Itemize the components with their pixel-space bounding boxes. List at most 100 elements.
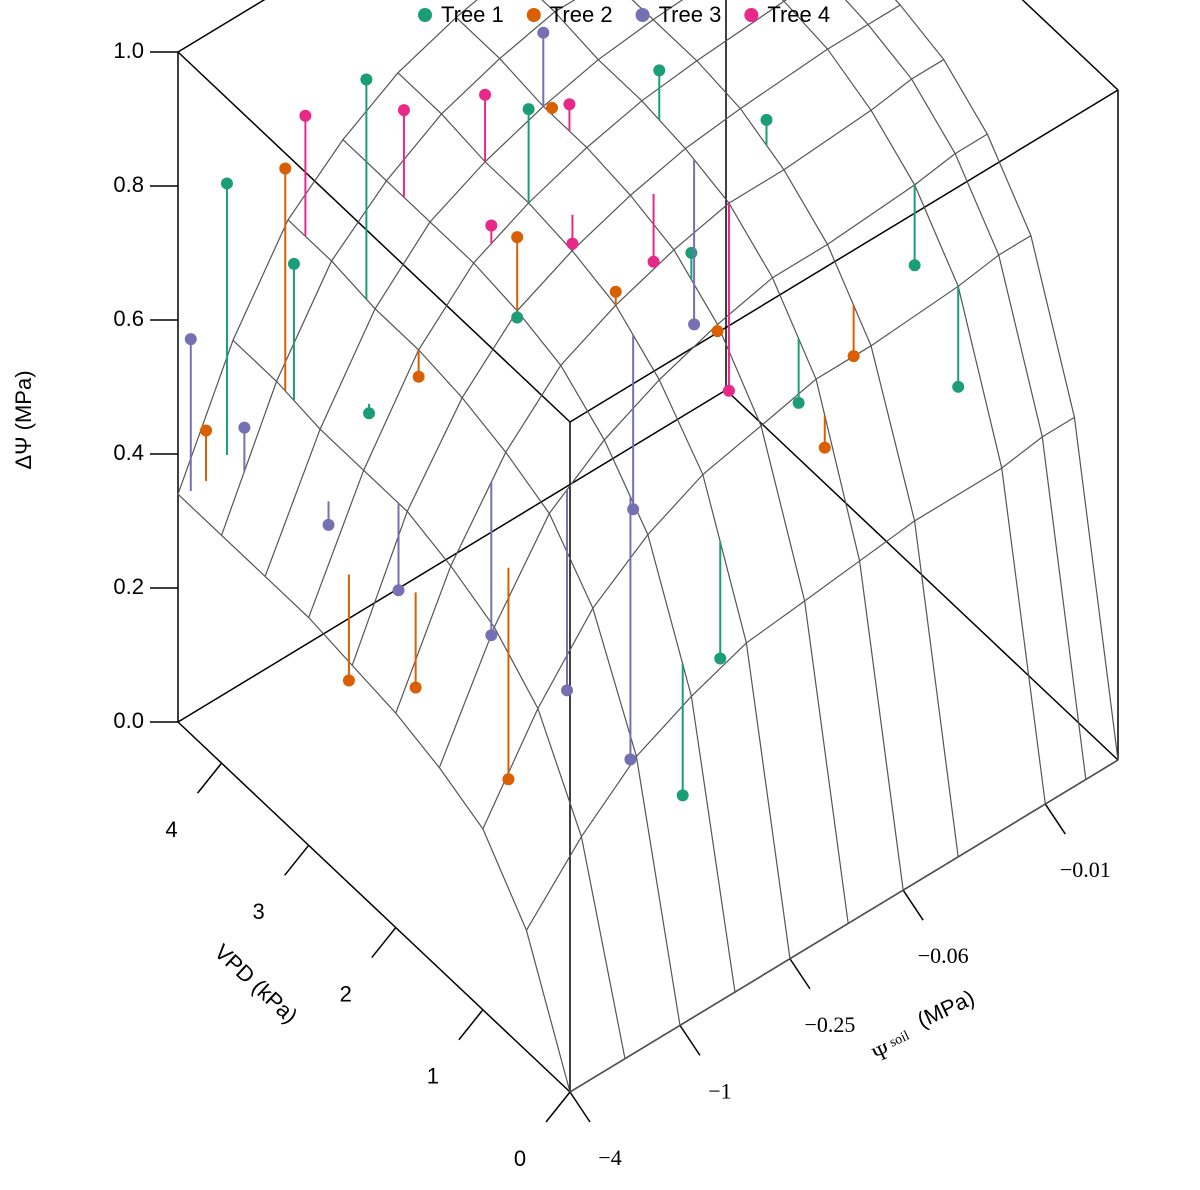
vpd-tick-label: 1 <box>427 1064 439 1089</box>
legend-label: Tree 1 <box>441 2 504 27</box>
box-edge <box>1021 0 1119 91</box>
point <box>624 753 637 766</box>
point <box>322 518 335 531</box>
legend-label: Tree 4 <box>767 2 830 27</box>
point <box>412 370 425 383</box>
point <box>511 231 524 244</box>
surface-column <box>781 0 1046 805</box>
vpd-tick-label: 4 <box>165 817 177 842</box>
point <box>200 424 213 437</box>
point <box>647 255 660 268</box>
point <box>952 380 965 393</box>
legend-label: Tree 2 <box>550 2 613 27</box>
point <box>220 177 233 190</box>
surface-row <box>264 0 684 577</box>
vpd-tick-label: 0 <box>514 1146 526 1171</box>
legend-label: Tree 3 <box>659 2 722 27</box>
point <box>792 396 805 409</box>
psi-tick <box>569 1091 591 1123</box>
psi-tick-label: −4 <box>598 1145 621 1170</box>
point <box>760 113 773 126</box>
vpd-tick <box>545 1091 571 1123</box>
point <box>847 350 860 363</box>
point <box>818 441 831 454</box>
vpd-tick-label: 2 <box>340 981 352 1006</box>
point <box>561 684 574 697</box>
surface-row <box>220 0 576 536</box>
point <box>722 384 735 397</box>
point <box>566 237 579 250</box>
point <box>676 789 689 802</box>
point <box>522 103 535 116</box>
point <box>511 311 524 324</box>
point <box>537 26 550 39</box>
point <box>363 407 376 420</box>
point <box>714 652 727 665</box>
point <box>238 421 251 434</box>
vpd-tick <box>371 927 397 959</box>
surface-column <box>397 72 791 959</box>
point <box>627 503 640 516</box>
point <box>287 257 300 270</box>
box-edge <box>177 389 727 723</box>
psi-tick-label: −0.25 <box>804 1012 855 1037</box>
psi-tick-label: −1 <box>708 1078 731 1103</box>
z-tick-label: 0.8 <box>113 172 144 197</box>
surface-column <box>541 0 904 891</box>
box-edge <box>177 51 571 423</box>
psi-axis-label-sub: soil <box>887 1028 912 1050</box>
surface-row <box>438 133 988 768</box>
psi-tick-label: −0.06 <box>918 943 969 968</box>
legend-marker <box>635 8 650 22</box>
vpd-tick <box>196 762 223 794</box>
psi-tick <box>1044 803 1066 835</box>
surface-column <box>232 339 626 1059</box>
surface-row <box>482 235 1032 830</box>
psi-axis-label-unit: (MPa) <box>913 985 978 1033</box>
point <box>653 64 666 77</box>
point <box>479 88 492 101</box>
surface-column <box>342 139 736 993</box>
point <box>711 325 724 338</box>
surface-row <box>525 416 1075 931</box>
surface-column <box>894 0 1119 761</box>
point <box>342 674 355 687</box>
point <box>392 584 405 597</box>
psi-tick-label: −0.01 <box>1060 857 1111 882</box>
point <box>563 98 576 111</box>
surface-row <box>308 0 788 618</box>
point <box>485 629 498 642</box>
vpd-tick <box>284 844 310 876</box>
point <box>908 259 921 272</box>
vpd-axis-label: VPD (kPa) <box>210 939 303 1028</box>
legend-marker <box>526 8 541 22</box>
point <box>485 219 498 232</box>
point <box>685 246 698 259</box>
box-edge <box>177 721 571 1093</box>
point <box>409 681 422 694</box>
z-tick-label: 0.2 <box>113 574 144 599</box>
point <box>502 773 515 786</box>
surface-column <box>287 219 681 1026</box>
legend-marker <box>418 8 432 22</box>
surface-row <box>569 759 1119 1093</box>
vpd-tick-label: 3 <box>253 899 265 924</box>
point <box>299 109 312 122</box>
legend-marker <box>744 8 759 22</box>
z-tick-label: 0.4 <box>113 440 144 465</box>
box-edge <box>569 89 1119 423</box>
point <box>279 162 292 175</box>
surface-column <box>177 493 571 1093</box>
surface-column <box>455 17 849 924</box>
surface-column <box>631 0 959 857</box>
z-tick-label: 0.6 <box>113 306 144 331</box>
z-tick-label: 0.0 <box>113 708 144 733</box>
point <box>546 101 559 114</box>
z-axis-label: ΔΨ (MPa) <box>11 370 36 469</box>
point <box>688 318 701 331</box>
point <box>184 333 197 346</box>
point <box>609 285 622 298</box>
z-tick-label: 1.0 <box>113 38 144 63</box>
psi-tick <box>789 958 811 990</box>
